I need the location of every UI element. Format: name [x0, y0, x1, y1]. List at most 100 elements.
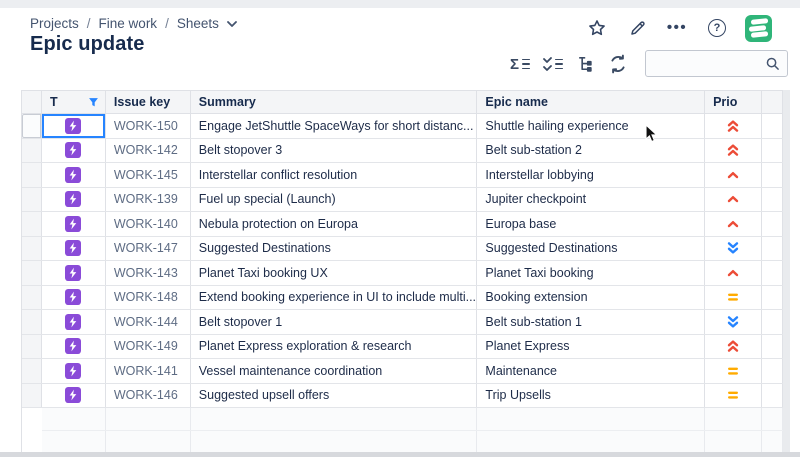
breadcrumb-projects[interactable]: Projects — [30, 16, 79, 31]
issue-key-cell[interactable]: WORK-144 — [106, 310, 191, 334]
breadcrumb-fine-work[interactable]: Fine work — [98, 16, 158, 31]
hierarchy-icon[interactable] — [576, 55, 595, 74]
summary-cell[interactable]: Nebula protection on Europa — [191, 212, 478, 236]
priority-cell[interactable] — [705, 310, 763, 334]
row-gutter[interactable] — [22, 359, 42, 383]
summary-cell[interactable]: Planet Express exploration & research — [191, 334, 478, 358]
priority-cell[interactable] — [705, 359, 763, 383]
row-gutter[interactable] — [22, 236, 42, 260]
issue-type-cell[interactable] — [42, 285, 106, 309]
extra-cell[interactable] — [762, 187, 783, 211]
row-gutter[interactable] — [22, 310, 42, 334]
epic-name-cell[interactable]: Europa base — [477, 212, 706, 236]
breadcrumb-sheets[interactable]: Sheets — [176, 16, 219, 31]
row-gutter[interactable] — [22, 114, 42, 138]
issue-type-cell[interactable] — [42, 261, 106, 285]
epic-name-cell[interactable]: Jupiter checkpoint — [477, 187, 706, 211]
empty-cell[interactable] — [106, 408, 191, 430]
empty-cell[interactable] — [42, 408, 106, 430]
summary-column-header[interactable]: Summary — [190, 91, 478, 113]
extra-cell[interactable] — [762, 359, 783, 383]
epic-name-cell[interactable]: Suggested Destinations — [477, 236, 706, 260]
scrollbar-track[interactable] — [783, 90, 790, 452]
issue-key-cell[interactable]: WORK-143 — [106, 261, 191, 285]
issue-type-cell[interactable] — [42, 359, 106, 383]
search-input[interactable] — [655, 56, 765, 71]
row-gutter[interactable] — [22, 187, 42, 211]
row-gutter[interactable] — [22, 212, 42, 236]
priority-cell[interactable] — [705, 163, 763, 187]
summary-cell[interactable]: Belt stopover 3 — [191, 138, 478, 162]
summary-cell[interactable]: Vessel maintenance coordination — [191, 359, 478, 383]
empty-cell[interactable] — [762, 431, 783, 453]
epic-name-cell[interactable]: Interstellar lobbying — [477, 163, 706, 187]
summary-cell[interactable]: Belt stopover 1 — [191, 310, 478, 334]
summary-cell[interactable]: Engage JetShuttle SpaceWays for short di… — [191, 114, 478, 138]
empty-cell[interactable] — [477, 431, 706, 453]
row-gutter[interactable] — [22, 383, 42, 407]
extra-cell[interactable] — [762, 334, 783, 358]
prio-column-header[interactable]: Prio — [705, 91, 763, 113]
row-gutter[interactable] — [22, 334, 42, 358]
summary-cell[interactable]: Interstellar conflict resolution — [191, 163, 478, 187]
sum-list-icon[interactable]: Σ — [510, 57, 531, 72]
checklist-icon[interactable] — [543, 56, 564, 72]
summary-cell[interactable]: Fuel up special (Launch) — [191, 187, 478, 211]
row-gutter[interactable] — [22, 285, 42, 309]
row-gutter[interactable] — [22, 163, 42, 187]
epic-name-cell[interactable]: Maintenance — [477, 359, 706, 383]
issue-key-cell[interactable]: WORK-147 — [106, 236, 191, 260]
summary-cell[interactable]: Suggested upsell offers — [191, 383, 478, 407]
summary-cell[interactable]: Suggested Destinations — [191, 236, 478, 260]
issue-key-cell[interactable]: WORK-145 — [106, 163, 191, 187]
extra-cell[interactable] — [762, 310, 783, 334]
help-icon[interactable]: ? — [705, 16, 729, 40]
epic-name-column-header[interactable]: Epic name — [477, 91, 706, 113]
empty-cell[interactable] — [191, 408, 478, 430]
extra-cell[interactable] — [762, 261, 783, 285]
extra-cell[interactable] — [762, 114, 783, 138]
issue-key-cell[interactable]: WORK-141 — [106, 359, 191, 383]
epic-name-cell[interactable]: Booking extension — [477, 285, 706, 309]
extra-cell[interactable] — [762, 285, 783, 309]
issue-type-cell[interactable] — [42, 383, 106, 407]
empty-cell[interactable] — [42, 431, 106, 453]
epic-name-cell[interactable]: Planet Express — [477, 334, 706, 358]
row-gutter[interactable] — [22, 138, 42, 162]
issue-type-cell[interactable] — [42, 187, 106, 211]
issue-type-cell[interactable] — [42, 138, 106, 162]
epic-name-cell[interactable]: Belt sub-station 2 — [477, 138, 706, 162]
edit-icon[interactable] — [625, 16, 649, 40]
issue-key-cell[interactable]: WORK-148 — [106, 285, 191, 309]
priority-cell[interactable] — [705, 187, 763, 211]
epic-name-cell[interactable]: Belt sub-station 1 — [477, 310, 706, 334]
issue-type-cell[interactable] — [42, 310, 106, 334]
extra-cell[interactable] — [762, 163, 783, 187]
filter-icon[interactable] — [88, 97, 99, 108]
priority-cell[interactable] — [705, 261, 763, 285]
priority-cell[interactable] — [705, 334, 763, 358]
empty-cell[interactable] — [762, 408, 783, 430]
empty-cell[interactable] — [705, 408, 763, 430]
extra-cell[interactable] — [762, 138, 783, 162]
extra-cell[interactable] — [762, 212, 783, 236]
empty-row[interactable] — [42, 431, 783, 453]
extra-cell[interactable] — [762, 236, 783, 260]
issue-key-column-header[interactable]: Issue key — [105, 91, 191, 113]
issue-key-cell[interactable]: WORK-150 — [106, 114, 191, 138]
priority-cell[interactable] — [705, 285, 763, 309]
priority-cell[interactable] — [705, 212, 763, 236]
refresh-icon[interactable] — [608, 54, 628, 74]
issue-type-cell[interactable] — [42, 114, 106, 138]
epic-name-cell[interactable]: Shuttle hailing experience — [477, 114, 706, 138]
epic-name-cell[interactable]: Planet Taxi booking — [477, 261, 706, 285]
epic-name-cell[interactable]: Trip Upsells — [477, 383, 706, 407]
empty-row[interactable] — [42, 408, 783, 431]
issue-type-cell[interactable] — [42, 212, 106, 236]
issue-type-cell[interactable] — [42, 163, 106, 187]
summary-cell[interactable]: Extend booking experience in UI to inclu… — [191, 285, 478, 309]
priority-cell[interactable] — [705, 138, 763, 162]
priority-cell[interactable] — [705, 383, 763, 407]
issue-key-cell[interactable]: WORK-149 — [106, 334, 191, 358]
search-box[interactable] — [645, 50, 788, 77]
